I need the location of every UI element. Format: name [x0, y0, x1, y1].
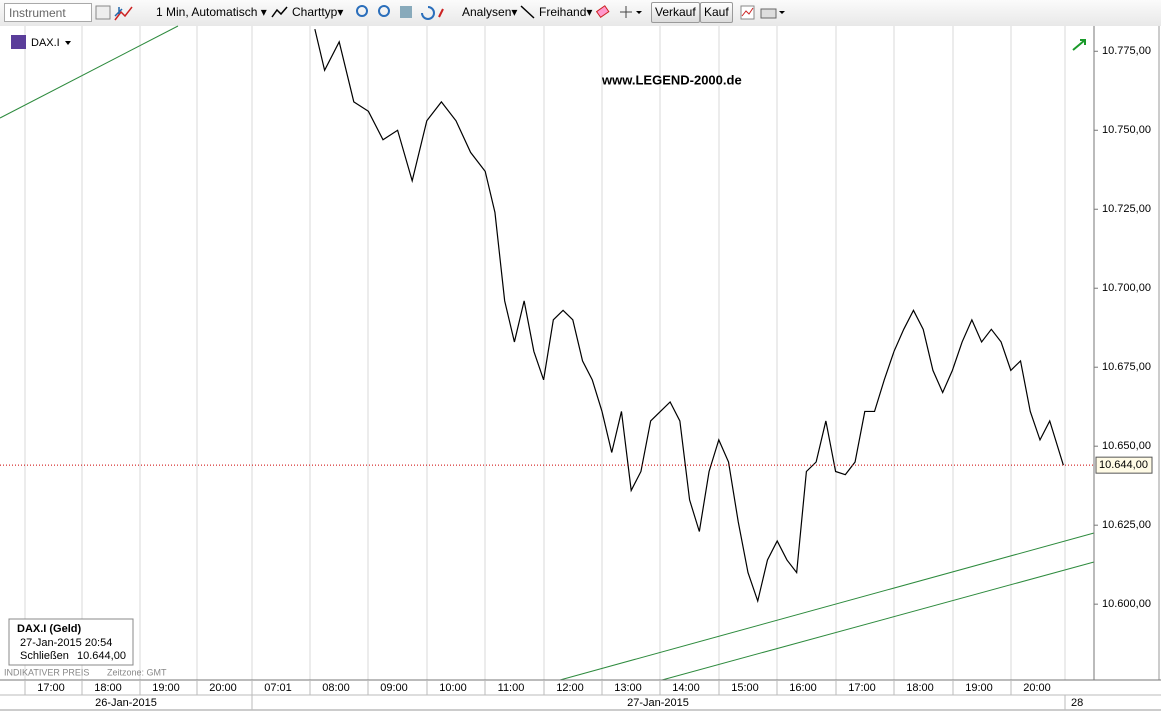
x-tick-label: 11:00 [498, 682, 525, 694]
zoom-icons[interactable] [354, 3, 444, 22]
x-tick-label: 07:01 [264, 682, 292, 694]
last-price-label: 10.644,00 [1099, 459, 1148, 471]
symbol[interactable]: DAX.I [31, 37, 60, 49]
trend-line [559, 532, 1095, 681]
last-price-box [1095, 456, 1153, 474]
instrument-input[interactable]: Instrument [4, 3, 92, 22]
analysen-text: Analysen [462, 5, 512, 19]
analysen-menu[interactable]: Analysen▾ [462, 5, 518, 19]
freihand-text: Freihand [539, 5, 587, 19]
x-tick-label: 08:00 [322, 682, 350, 694]
x-tick-label: 20:00 [209, 682, 237, 694]
charttype-text: Charttyp [292, 5, 338, 19]
x-tick-label: 14:00 [672, 682, 700, 694]
x-tick-label: 17:00 [37, 682, 65, 694]
x-tick-label: 18:00 [94, 682, 122, 694]
instrument-icons[interactable] [95, 4, 139, 23]
eraser-crosshair[interactable] [596, 5, 642, 24]
price-type: INDIKATIVER PREIS [4, 667, 89, 677]
freihand-menu[interactable]: Freihand▾ [539, 5, 593, 19]
date-label: 26-Jan-2015 [95, 697, 157, 709]
symbol-dropdown[interactable] [65, 41, 71, 45]
info-close-label: Schließen [20, 650, 69, 662]
interval-text: 1 Min, Automatisch [156, 5, 258, 19]
x-tick-label: 13:00 [614, 682, 642, 694]
info-time: 27-Jan-2015 20:54 [20, 637, 112, 649]
interval-select[interactable]: 1 Min, Automatisch ▾ [156, 5, 267, 19]
charttype-icon [271, 6, 288, 18]
trend-line [0, 25, 179, 119]
y-tick-label: 10.675,00 [1102, 361, 1151, 373]
y-tick-label: 10.600,00 [1102, 598, 1151, 610]
kauf-button[interactable]: Kauf [700, 2, 733, 23]
date-label: 27-Jan-2015 [627, 697, 689, 709]
x-tick-label: 16:00 [789, 682, 817, 694]
charttype-menu[interactable]: Charttyp▾ [292, 5, 344, 19]
y-tick-label: 10.650,00 [1102, 440, 1151, 452]
x-tick-label: 12:00 [556, 682, 584, 694]
y-tick-label: 10.725,00 [1102, 203, 1151, 215]
y-tick-label: 10.700,00 [1102, 282, 1151, 294]
watermark: www.LEGEND-2000.de [601, 72, 742, 87]
trend-icon[interactable] [1072, 39, 1086, 51]
info-box [8, 618, 134, 666]
print-icons[interactable] [739, 4, 787, 23]
y-axis-panel [1094, 26, 1161, 680]
price-line [314, 29, 1064, 604]
freehand-icon [520, 5, 535, 19]
x-tick-label: 09:00 [380, 682, 408, 694]
x-tick-label: 19:00 [152, 682, 180, 694]
trend-line [661, 561, 1095, 681]
y-tick-label: 10.775,00 [1102, 45, 1151, 57]
y-tick-label: 10.750,00 [1102, 124, 1151, 136]
symbol-icon [11, 35, 26, 49]
x-tick-label: 18:00 [906, 682, 934, 694]
toolbar: Instrument 1 Min, Automatisch ▾ Charttyp… [0, 0, 1161, 27]
x-tick-label: 15:00 [731, 682, 759, 694]
date-label: 28 [1071, 697, 1083, 709]
chart-bg [0, 26, 1161, 712]
x-axis-panel [0, 680, 1161, 712]
y-tick-label: 10.625,00 [1102, 519, 1151, 531]
info-close-value: 10.644,00 [77, 650, 126, 662]
info-title: DAX.I (Geld) [17, 623, 82, 635]
x-tick-label: 17:00 [848, 682, 876, 694]
x-tick-label: 20:00 [1023, 682, 1051, 694]
verkauf-button[interactable]: Verkauf [651, 2, 700, 23]
timezone: Zeitzone: GMT [107, 667, 167, 677]
x-tick-label: 10:00 [439, 682, 467, 694]
x-tick-label: 19:00 [965, 682, 993, 694]
